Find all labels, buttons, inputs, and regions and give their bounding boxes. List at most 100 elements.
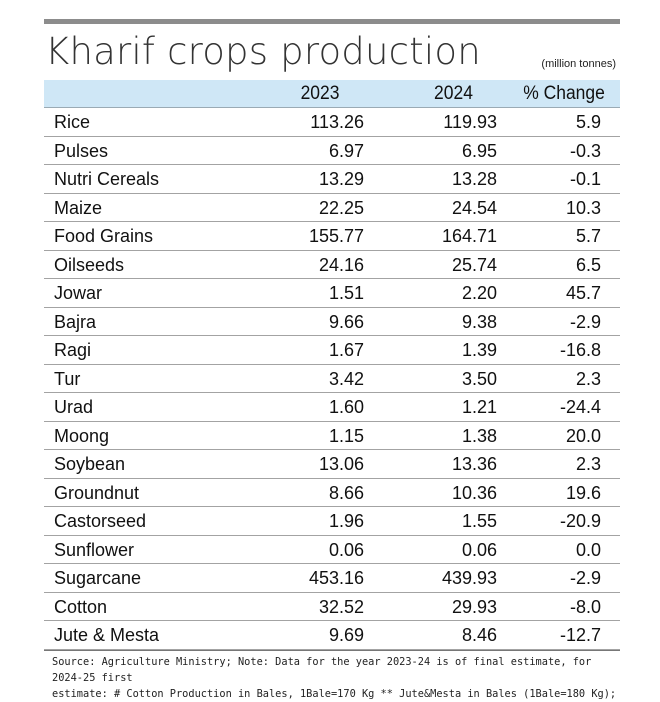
value-2024-cell: 1.55 <box>461 511 497 531</box>
table-header: 2023 2024 % Change <box>44 80 620 108</box>
value-2023-cell: 155.77 <box>308 226 364 246</box>
change-cell: -0.3 <box>569 140 601 161</box>
table-row: Moong 1.15 1.38 20.0 <box>44 422 620 450</box>
crop-cell: Moong <box>54 425 110 446</box>
crop-cell: Castorseed <box>54 511 147 531</box>
bottom-rule <box>44 650 620 651</box>
value-2024-cell: 1.38 <box>461 425 497 446</box>
change-cell: 19.6 <box>565 482 601 503</box>
table-row: Sunflower 0.06 0.06 0.0 <box>44 536 620 564</box>
production-table: 2023 2024 % Change Rice 113.26 119.93 5.9 Pu… <box>44 80 620 650</box>
change-cell: -20.9 <box>559 511 601 531</box>
value-2023-cell: 1.96 <box>328 511 364 531</box>
top-rule <box>44 19 620 24</box>
source-line: estimate: # Cotton Production in Bales, … <box>52 688 617 700</box>
change-cell: -8.0 <box>569 596 601 617</box>
crop-cell: Jowar <box>54 283 103 303</box>
table-row: Bajra 9.66 9.38 -2.9 <box>44 308 620 336</box>
change-cell: 20.0 <box>565 425 601 446</box>
value-2024-cell: 13.28 <box>451 169 497 189</box>
header-crop <box>52 80 245 107</box>
value-2024-cell: 13.36 <box>451 454 497 474</box>
table-row: Pulses 6.97 6.95 -0.3 <box>44 137 620 165</box>
table-row: Oilseeds 24.16 25.74 6.5 <box>44 251 620 279</box>
table-row: Castorseed 1.96 1.55 -20.9 <box>44 507 620 536</box>
value-2024-cell: 439.93 <box>441 568 497 588</box>
crop-cell: Groundnut <box>54 482 140 503</box>
crop-cell: Ragi <box>54 340 92 360</box>
value-2023-cell: 0.06 <box>328 539 364 560</box>
unit-label: (million tonnes) <box>541 58 616 70</box>
table-body: Rice 113.26 119.93 5.9 Pulses 6.97 6.95 -0.3 Nut… <box>44 108 620 650</box>
value-2023-cell: 24.16 <box>318 254 364 275</box>
table-row: Jute & Mesta 9.69 8.46 -12.7 <box>44 621 620 650</box>
header-2023: 2023 <box>300 83 340 104</box>
crop-cell: Jute & Mesta <box>54 625 160 645</box>
value-2024-cell: 119.93 <box>443 112 497 132</box>
table-row: Maize 22.25 24.54 10.3 <box>44 194 620 222</box>
change-cell: -16.8 <box>559 340 601 360</box>
crop-cell: Tur <box>54 368 81 389</box>
source-note: Source: Agriculture Ministry; Note: Data… <box>52 654 622 702</box>
value-2024-cell: 9.38 <box>461 311 497 332</box>
table-row: Sugarcane 453.16 439.93 -2.9 <box>44 564 620 593</box>
crop-cell: Urad <box>54 397 94 417</box>
crop-cell: Pulses <box>54 140 109 161</box>
value-2024-cell: 1.39 <box>461 340 497 360</box>
table-row: Urad 1.60 1.21 -24.4 <box>44 393 620 422</box>
change-cell: 10.3 <box>565 197 601 218</box>
value-2023-cell: 453.16 <box>308 568 364 588</box>
page-title: Kharif crops production <box>45 30 481 73</box>
crop-cell: Sunflower <box>54 539 135 560</box>
value-2024-cell: 3.50 <box>461 368 497 389</box>
change-cell: 6.5 <box>575 254 601 275</box>
crop-cell: Sugarcane <box>54 568 142 588</box>
value-2023-cell: 8.66 <box>328 482 364 503</box>
table-row: Jowar 1.51 2.20 45.7 <box>44 279 620 308</box>
change-cell: -2.9 <box>569 311 601 332</box>
value-2023-cell: 1.51 <box>328 283 364 303</box>
value-2023-cell: 1.67 <box>328 340 364 360</box>
crop-cell: Soybean <box>54 454 126 474</box>
value-2024-cell: 6.95 <box>461 140 497 161</box>
change-cell: -12.7 <box>559 625 601 645</box>
value-2024-cell: 10.36 <box>451 482 497 503</box>
change-cell: -24.4 <box>559 397 601 417</box>
crop-cell: Oilseeds <box>54 254 125 275</box>
value-2024-cell: 24.54 <box>451 197 497 218</box>
value-2023-cell: 113.26 <box>310 112 364 132</box>
table-row: Tur 3.42 3.50 2.3 <box>44 365 620 393</box>
source-line: Source: Agriculture Ministry; Note: Data… <box>52 656 592 684</box>
value-2023-cell: 9.69 <box>328 625 364 645</box>
table-row: Food Grains 155.77 164.71 5.7 <box>44 222 620 251</box>
change-cell: 2.3 <box>575 368 601 389</box>
change-cell: -2.9 <box>569 568 601 588</box>
table-row: Cotton 32.52 29.93 -8.0 <box>44 593 620 621</box>
value-2023-cell: 32.52 <box>318 596 364 617</box>
value-2023-cell: 13.29 <box>318 169 364 189</box>
crop-cell: Food Grains <box>54 226 154 246</box>
header-change: % Change <box>523 83 605 104</box>
value-2024-cell: 0.06 <box>461 539 497 560</box>
value-2023-cell: 1.15 <box>328 425 364 446</box>
change-cell: 0.0 <box>575 539 601 560</box>
value-2024-cell: 2.20 <box>461 283 497 303</box>
value-2023-cell: 6.97 <box>328 140 364 161</box>
change-cell: 5.9 <box>575 112 601 132</box>
value-2023-cell: 1.60 <box>328 397 364 417</box>
crop-cell: Nutri Cereals <box>54 169 160 189</box>
table-row: Soybean 13.06 13.36 2.3 <box>44 450 620 479</box>
change-cell: 45.7 <box>565 283 601 303</box>
value-2024-cell: 164.71 <box>441 226 497 246</box>
value-2024-cell: 8.46 <box>461 625 497 645</box>
crop-cell: Maize <box>54 197 103 218</box>
value-2024-cell: 25.74 <box>451 254 497 275</box>
value-2023-cell: 9.66 <box>328 311 364 332</box>
value-2023-cell: 22.25 <box>318 197 364 218</box>
header-2024: 2024 <box>434 83 473 104</box>
change-cell: -0.1 <box>569 169 601 189</box>
value-2024-cell: 29.93 <box>451 596 497 617</box>
table-row: Ragi 1.67 1.39 -16.8 <box>44 336 620 365</box>
crop-cell: Rice <box>54 112 91 132</box>
